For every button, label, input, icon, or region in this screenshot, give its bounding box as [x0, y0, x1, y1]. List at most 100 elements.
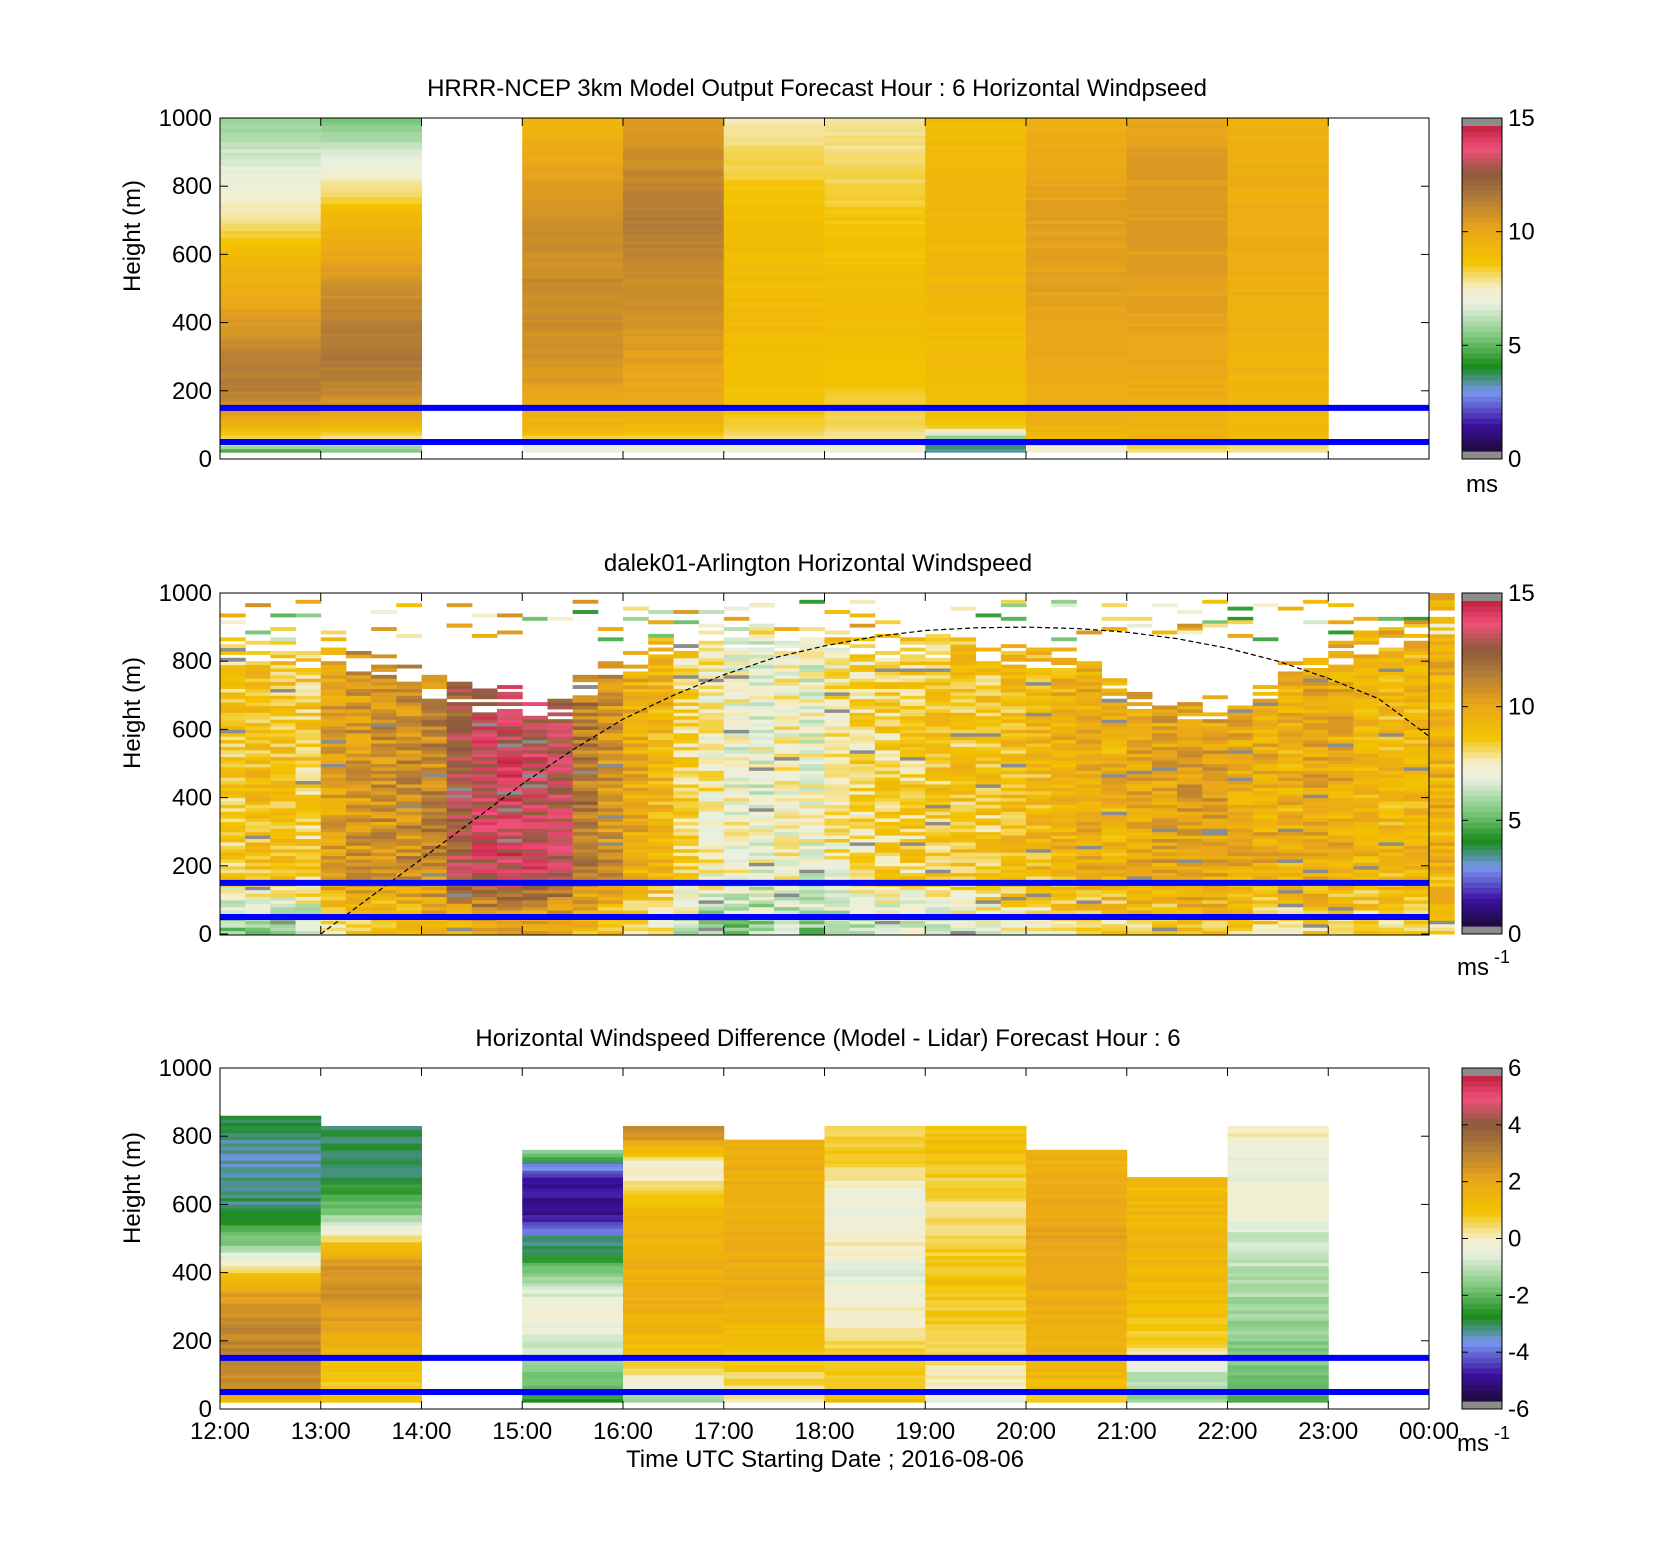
heatmap-cell	[925, 729, 951, 734]
heatmap-cell	[220, 729, 246, 734]
heatmap-cell	[623, 739, 649, 744]
heatmap-cell	[1378, 753, 1405, 758]
heatmap-cell	[975, 749, 1002, 754]
heatmap-cell	[1177, 831, 1203, 836]
heatmap-cell	[421, 818, 448, 822]
heatmap-cell	[925, 411, 1027, 416]
heatmap-cell	[1328, 688, 1354, 693]
heatmap-cell	[522, 824, 548, 829]
heatmap-cell	[446, 920, 473, 925]
heatmap-cell	[1101, 736, 1128, 741]
heatmap-cell	[1202, 865, 1228, 870]
heatmap-cell	[824, 930, 851, 935]
heatmap-cell	[522, 725, 548, 730]
heatmap-cell	[1126, 886, 1153, 891]
heatmap-cell	[975, 732, 1002, 737]
heatmap-cell	[723, 821, 750, 826]
heatmap-cell	[1303, 811, 1329, 816]
heatmap-cell	[597, 872, 624, 877]
heatmap-cell	[497, 889, 523, 894]
heatmap-cell	[648, 848, 674, 853]
heatmap-cell	[220, 661, 246, 666]
heatmap-cell	[900, 872, 926, 877]
heatmap-cell	[1051, 869, 1077, 874]
heatmap-cell	[522, 783, 548, 788]
heatmap-cell	[320, 295, 422, 300]
heatmap-cell	[723, 835, 750, 840]
heatmap-cell	[1378, 910, 1405, 915]
heatmap-cell	[497, 719, 523, 724]
heatmap-cell	[320, 264, 422, 269]
heatmap-cell	[345, 845, 372, 850]
heatmap-cell	[220, 346, 322, 351]
heatmap-cell	[597, 923, 624, 928]
heatmap-cell	[648, 654, 674, 659]
heatmap-cell	[396, 910, 422, 915]
heatmap-cell	[748, 797, 775, 802]
heatmap-cell	[295, 732, 322, 737]
heatmap-cell	[1227, 760, 1254, 764]
heatmap-cell	[1227, 271, 1329, 276]
heatmap-cell	[1227, 319, 1329, 324]
heatmap-cell	[1026, 736, 1052, 741]
heatmap-cell	[723, 158, 825, 163]
heatmap-cell	[673, 821, 700, 826]
heatmap-cell	[1026, 189, 1128, 194]
heatmap-cell	[925, 155, 1027, 160]
heatmap-cell	[320, 664, 347, 669]
heatmap-cell	[320, 366, 422, 371]
heatmap-cell	[371, 702, 397, 707]
heatmap-cell	[597, 906, 624, 911]
heatmap-cell	[245, 862, 271, 867]
heatmap-cell	[1026, 715, 1052, 720]
heatmap-cell	[1227, 158, 1329, 163]
heatmap-cell	[1328, 845, 1354, 850]
heatmap-cell	[900, 685, 926, 689]
heatmap-cell	[1151, 794, 1178, 799]
heatmap-cell	[320, 661, 347, 666]
heatmap-cell	[648, 835, 674, 840]
heatmap-cell	[220, 302, 322, 307]
heatmap-cell	[748, 852, 775, 857]
heatmap-cell	[648, 678, 674, 683]
heatmap-cell	[1277, 814, 1304, 819]
heatmap-cell	[1126, 910, 1153, 915]
heatmap-cell	[295, 855, 322, 860]
heatmap-cell	[295, 708, 322, 713]
heatmap-cell	[774, 627, 800, 632]
heatmap-cell	[320, 435, 422, 440]
heatmap-cell	[396, 766, 422, 771]
heatmap-cell	[1227, 414, 1329, 419]
heatmap-cell	[1177, 814, 1203, 819]
heatmap-cell	[1403, 739, 1430, 744]
heatmap-cell	[471, 923, 498, 928]
heatmap-cell	[925, 889, 951, 894]
heatmap-cell	[623, 240, 725, 245]
heatmap-cell	[1151, 903, 1178, 908]
heatmap-cell	[547, 906, 574, 911]
heatmap-cell	[975, 841, 1002, 846]
heatmap-cell	[748, 841, 775, 846]
heatmap-cell	[547, 616, 574, 621]
heatmap-cell	[925, 448, 1027, 453]
heatmap-cell	[1000, 691, 1027, 696]
heatmap-cell	[824, 828, 851, 833]
heatmap-cell	[220, 138, 322, 143]
heatmap-cell	[824, 281, 926, 286]
heatmap-cell	[623, 862, 649, 867]
heatmap-cell	[1328, 862, 1354, 867]
heatmap-cell	[1076, 818, 1103, 822]
heatmap-cell	[1328, 831, 1354, 836]
heatmap-cell	[748, 811, 775, 816]
heatmap-cell	[1076, 903, 1103, 908]
heatmap-cell	[1076, 858, 1103, 863]
heatmap-cell	[1227, 254, 1329, 259]
heatmap-cell	[824, 927, 851, 932]
heatmap-cell	[270, 896, 297, 901]
heatmap-cell	[1026, 725, 1052, 730]
heatmap-cell	[1328, 930, 1354, 935]
heatmap-cell	[497, 685, 523, 689]
heatmap-cell	[824, 835, 851, 840]
heatmap-cell	[1026, 739, 1052, 744]
heatmap-cell	[1277, 841, 1304, 846]
